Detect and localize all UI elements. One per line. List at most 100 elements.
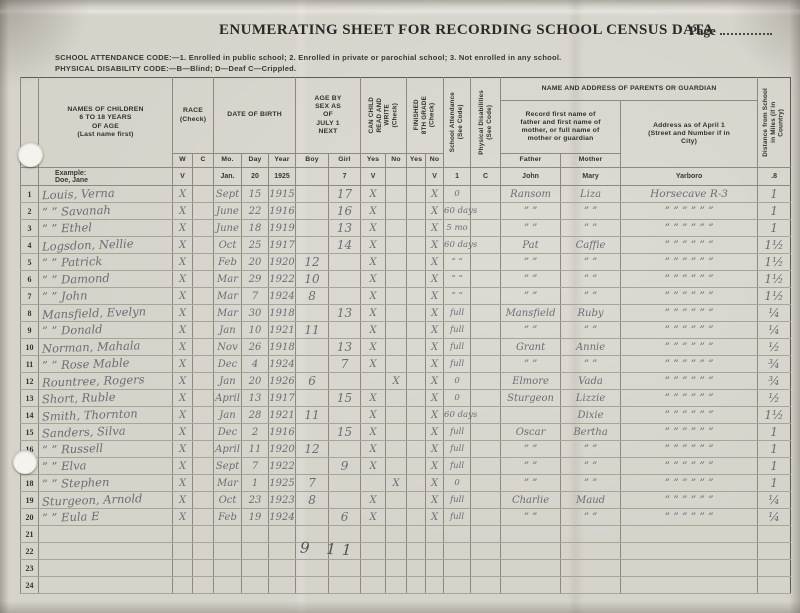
age-boy: [295, 576, 329, 594]
birth-month: Dec: [213, 355, 242, 373]
col-date-of-birth: DATE OF BIRTH: [213, 77, 296, 154]
can-read-no-mark: [385, 440, 407, 458]
physical-disability-value: [470, 525, 501, 543]
distance-value: 1½: [757, 253, 791, 271]
birth-day: 10: [241, 321, 269, 339]
birth-year: 1919: [268, 219, 296, 237]
age-boy: 8: [295, 491, 329, 509]
mother-name: Bertha: [560, 423, 621, 441]
example-row: Example: Doe, Jane V Jan. 20 1925 7 V V …: [20, 167, 791, 186]
physical-disability-value: [470, 474, 501, 492]
distance-value: 1: [757, 440, 791, 458]
table-row: 23: [20, 559, 791, 577]
physical-disability-value: [470, 542, 501, 560]
school-attendance-value: 0: [443, 372, 471, 390]
school-attendance-value: full: [443, 440, 471, 458]
can-read-yes-mark: [360, 576, 386, 594]
school-attendance-value: full: [443, 457, 471, 475]
subcol-read-yes: Yes: [360, 153, 386, 168]
mother-name: Caffie: [560, 236, 621, 254]
birth-year: 1926: [268, 372, 296, 390]
school-attendance-value: 0: [443, 389, 471, 407]
birth-day: 30: [241, 304, 269, 322]
distance-value: 1½: [757, 406, 791, 424]
subcol-year: Year: [268, 153, 296, 168]
row-number: 9: [20, 321, 39, 339]
can-read-no-mark: [385, 185, 407, 203]
father-name: ” ”: [500, 457, 561, 475]
child-name: ” ” Patrick: [38, 253, 173, 271]
child-name: ” ” Savanah: [38, 202, 173, 220]
address-value: ” ” ” ” ” ”: [620, 253, 758, 271]
table-row: 12 Rountree, Rogers X Jan 20 1926 6 X X 0 Elmore Va…: [20, 372, 791, 390]
age-girl: [328, 542, 361, 560]
father-name: [500, 542, 561, 560]
finished-8th-no-mark: X: [425, 219, 444, 237]
age-boy: 6: [295, 372, 329, 390]
birth-month: Mar: [213, 474, 242, 492]
race-w-mark: X: [172, 185, 193, 203]
age-boy: [295, 389, 329, 407]
child-name: [38, 559, 173, 577]
father-name: ” ”: [500, 219, 561, 237]
row-number: 19: [20, 491, 39, 509]
address-value: ” ” ” ” ” ”: [620, 474, 758, 492]
row-number: 12: [20, 372, 39, 390]
finished-8th-yes-mark: [406, 559, 426, 577]
finished-8th-no-mark: [425, 559, 444, 577]
birth-month: Jan: [213, 321, 242, 339]
mother-name: ” ”: [560, 287, 621, 305]
age-boy: [295, 202, 329, 220]
age-boy: [295, 185, 329, 203]
row-number: 23: [20, 559, 39, 577]
can-read-yes-mark: X: [360, 491, 386, 509]
can-read-no-mark: [385, 338, 407, 356]
birth-day: [241, 559, 269, 577]
finished-8th-no-mark: X: [425, 185, 444, 203]
can-read-yes-mark: X: [360, 304, 386, 322]
address-value: ” ” ” ” ” ”: [620, 202, 758, 220]
stray-pencil-marks: 9 11: [299, 538, 358, 560]
child-name: Smith, Thornton: [38, 406, 173, 424]
birth-day: 18: [241, 219, 269, 237]
physical-disability-value: [470, 406, 501, 424]
birth-month: Dec: [213, 423, 242, 441]
address-value: ” ” ” ” ” ”: [620, 355, 758, 373]
finished-8th-no-mark: X: [425, 440, 444, 458]
birth-year: 1921: [268, 321, 296, 339]
birth-month: Feb: [213, 508, 242, 526]
birth-month: Jan: [213, 372, 242, 390]
race-w-mark: X: [172, 508, 193, 526]
child-name: [38, 576, 173, 594]
row-number: 5: [20, 253, 39, 271]
school-attendance-value: ” ”: [443, 253, 471, 271]
school-attendance-value: [443, 525, 471, 543]
can-read-yes-mark: X: [360, 270, 386, 288]
finished-8th-no-mark: X: [425, 287, 444, 305]
physical-disability-value: [470, 576, 501, 594]
can-read-no-mark: [385, 321, 407, 339]
row-number: 21: [20, 525, 39, 543]
race-c-mark: [191, 304, 214, 322]
mother-name: [560, 542, 621, 560]
can-read-yes-mark: X: [360, 355, 386, 373]
school-attendance-value: [443, 542, 471, 560]
col-can-read-write: CAN CHILD READ AND WRITE (Check): [360, 77, 407, 154]
physical-disability-value: [470, 372, 501, 390]
can-read-no-mark: [385, 270, 407, 288]
birth-day: 4: [241, 355, 269, 373]
age-girl: [328, 253, 361, 271]
address-value: ” ” ” ” ” ”: [620, 304, 758, 322]
distance-value: [757, 559, 791, 577]
row-number: 1: [20, 185, 39, 203]
physical-disability-value: [470, 185, 501, 203]
race-c-mark: [191, 457, 214, 475]
page-blank-line: [719, 33, 772, 35]
birth-month: June: [213, 219, 242, 237]
child-name: Short, Ruble: [38, 389, 173, 407]
age-boy: [295, 542, 329, 560]
table-row: 14 Smith, Thornton X Jan 28 1921 11 X X 60 days Di…: [20, 406, 791, 424]
race-c-mark: [191, 202, 214, 220]
table-row: 22: [20, 542, 791, 560]
distance-value: 1: [757, 185, 791, 203]
